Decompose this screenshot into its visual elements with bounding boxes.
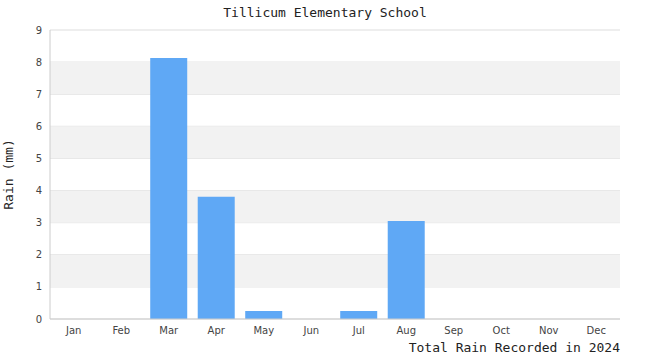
svg-text:7: 7 <box>36 89 42 100</box>
svg-text:Jul: Jul <box>352 325 365 336</box>
html-text:Total Rain Recorded in 2024: Total Rain Recorded in 2024 <box>408 340 620 355</box>
svg-text:Apr: Apr <box>208 325 226 336</box>
svg-text:9: 9 <box>36 25 42 36</box>
svg-text:1: 1 <box>36 281 42 292</box>
svg-text:Aug: Aug <box>396 325 416 336</box>
svg-text:Nov: Nov <box>539 325 559 336</box>
svg-text:Feb: Feb <box>112 325 130 336</box>
svg-text:Mar: Mar <box>159 325 179 336</box>
svg-text:Sep: Sep <box>444 325 463 336</box>
svg-text:6: 6 <box>36 121 42 132</box>
svg-text:4: 4 <box>36 185 42 196</box>
svg-text:Jan: Jan <box>65 325 81 336</box>
svg-text:5: 5 <box>36 153 42 164</box>
svg-text:3: 3 <box>36 217 42 228</box>
svg-text:Rain (mm): Rain (mm) <box>8 139 16 209</box>
svg-text:Jun: Jun <box>302 325 319 336</box>
svg-text:0: 0 <box>36 314 42 325</box>
svg-text:Dec: Dec <box>587 325 606 336</box>
html-text:Tillicum Elementary School: Tillicum Elementary School <box>223 5 427 20</box>
svg-text:8: 8 <box>36 57 42 68</box>
svg-text:2: 2 <box>36 249 42 260</box>
svg-text:Oct: Oct <box>493 325 510 336</box>
svg-text:May: May <box>253 325 274 336</box>
